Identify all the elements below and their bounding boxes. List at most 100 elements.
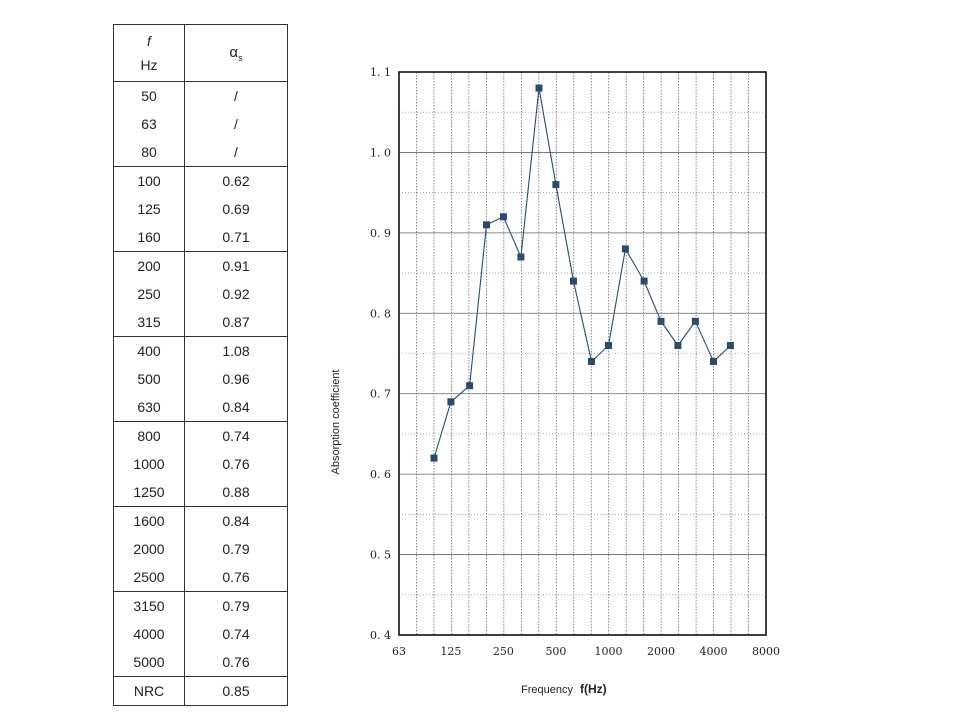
absorption-cell: 0.87 — [184, 308, 288, 337]
data-point-marker — [430, 454, 438, 462]
data-point-marker — [674, 342, 682, 349]
frequency-cell: 4000 — [113, 620, 185, 648]
absorption-series-line — [433, 88, 731, 459]
frequency-cell: 160 — [113, 223, 185, 252]
frequency-cell: 315 — [113, 308, 185, 337]
absorption-cell: 0.92 — [184, 280, 288, 308]
y-tick-label: 1. 0 — [370, 146, 391, 159]
data-point-marker — [605, 342, 612, 349]
y-axis-label: Absorption coefficient — [330, 370, 342, 475]
table-row: 500 0.96 — [113, 365, 288, 393]
table-row: 125 0.69 — [113, 195, 288, 223]
table-row: 4000 0.74 — [113, 620, 288, 648]
data-point-marker — [640, 277, 648, 285]
x-tick-label: 125 — [440, 645, 461, 658]
absorption-cell: 0.96 — [184, 365, 288, 393]
alpha-header: αs — [184, 24, 288, 82]
frequency-header: f Hz — [113, 24, 185, 82]
x-tick-label: 4000 — [699, 645, 727, 658]
y-tick-label: 1. 1 — [370, 66, 391, 79]
data-point-marker — [710, 358, 717, 365]
data-point-marker — [588, 358, 595, 365]
frequency-cell: 1000 — [113, 450, 185, 478]
absorption-cell: 0.69 — [184, 195, 288, 223]
absorption-cell: 0.76 — [184, 450, 288, 478]
absorption-series-markers — [430, 84, 734, 462]
absorption-cell: 0.79 — [184, 535, 288, 563]
absorption-cell: 0.84 — [184, 393, 288, 422]
table-row: 630 0.84 — [113, 393, 288, 422]
data-point-marker — [726, 342, 734, 349]
data-point-marker — [552, 181, 560, 189]
data-point-marker — [466, 382, 474, 390]
table-row: 2000 0.79 — [113, 535, 288, 563]
frequency-cell: 100 — [113, 166, 185, 195]
plot-frame — [398, 71, 767, 636]
absorption-cell: / — [184, 138, 288, 167]
absorption-cell: 0.79 — [184, 591, 288, 620]
table-header-row: f Hz αs — [113, 24, 288, 82]
frequency-cell: 2500 — [113, 563, 185, 592]
table-row: 200 0.91 — [113, 251, 288, 280]
nrc-row: NRC 0.85 — [113, 676, 288, 706]
absorption-cell: 0.76 — [184, 648, 288, 677]
table-row: 800 0.74 — [113, 421, 288, 450]
frequency-symbol: f — [147, 33, 151, 49]
data-point-marker — [535, 84, 543, 92]
alpha-symbol: αs — [229, 43, 243, 63]
frequency-cell: 3150 — [113, 591, 185, 620]
table-row: 1250 0.88 — [113, 478, 288, 507]
data-point-marker — [517, 253, 525, 261]
table-row: 315 0.87 — [113, 308, 288, 337]
table-row: 160 0.71 — [113, 223, 288, 252]
absorption-cell: 0.76 — [184, 563, 288, 592]
data-point-marker — [447, 398, 455, 406]
x-tick-label: 63 — [392, 645, 406, 658]
x-tick-label: 1000 — [594, 645, 622, 658]
absorption-cell: 1.08 — [184, 336, 288, 365]
x-tick-label: 500 — [545, 645, 566, 658]
frequency-cell: 500 — [113, 365, 185, 393]
y-tick-label: 0. 5 — [370, 549, 391, 562]
nrc-value: 0.85 — [184, 676, 288, 706]
absorption-cell: / — [184, 110, 288, 138]
data-point-marker — [499, 213, 507, 221]
frequency-cell: 630 — [113, 393, 185, 422]
absorption-cell: 0.91 — [184, 251, 288, 280]
alpha-subscript: s — [238, 52, 243, 63]
data-point-marker — [621, 245, 629, 253]
table-row: 50/ — [113, 81, 288, 110]
x-axis-label: Frequency — [521, 684, 573, 696]
absorption-cell: 0.74 — [184, 620, 288, 648]
absorption-cell: 0.62 — [184, 166, 288, 195]
table-row: 1000 0.76 — [113, 450, 288, 478]
x-tick-label: 2000 — [647, 645, 675, 658]
frequency-cell: 125 — [113, 195, 185, 223]
table-row: 2500 0.76 — [113, 563, 288, 592]
y-tick-label: 0. 9 — [370, 227, 391, 240]
frequency-cell: 400 — [113, 336, 185, 365]
x-tick-label: 250 — [493, 645, 514, 658]
frequency-cell: 2000 — [113, 535, 185, 563]
data-point-marker — [483, 221, 490, 229]
frequency-cell: 5000 — [113, 648, 185, 677]
data-point-marker — [691, 317, 699, 325]
frequency-cell: 63 — [113, 110, 185, 138]
absorption-cell: 0.88 — [184, 478, 288, 507]
table-row: 1600 0.84 — [113, 506, 288, 535]
table-row: 63/ — [113, 110, 288, 138]
y-tick-label: 0. 6 — [370, 468, 391, 481]
frequency-unit: Hz — [140, 57, 158, 73]
table-row: 5000 0.76 — [113, 648, 288, 677]
y-tick-label: 0. 4 — [370, 629, 391, 642]
absorption-cell: 0.84 — [184, 506, 288, 535]
absorption-cell: / — [184, 81, 288, 110]
table-row: 400 1.08 — [113, 336, 288, 365]
x-axis-ticks: 63 125 250 500 1000 2000 4000 8000 — [392, 645, 780, 658]
nrc-label: NRC — [113, 676, 185, 706]
chart-grid — [399, 72, 766, 635]
table-row: 100 0.62 — [113, 166, 288, 195]
absorption-data-table: f Hz αs 50/63/80/100 0.62 125 0.69 160 0.71 20… — [113, 24, 288, 706]
data-point-marker — [570, 277, 577, 285]
